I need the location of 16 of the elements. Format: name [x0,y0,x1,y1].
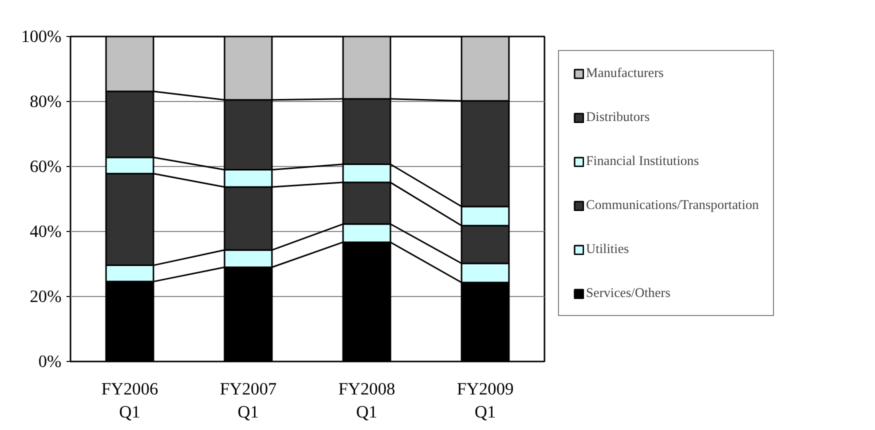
x-tick-label: FY2008 Q1 [338,380,396,422]
y-tick-label: 60% [30,157,62,176]
legend-label: Utilities [586,241,629,257]
x-tick-label: FY2009 Q1 [456,380,514,422]
y-tick-label: 40% [30,222,62,241]
x-tick-label: FY2007 Q1 [220,380,277,422]
legend-label: Communications/Transportation [586,197,759,213]
legend-label: Distributors [586,109,650,125]
legend-label: Financial Institutions [586,153,699,169]
y-tick-label: 100% [21,27,62,46]
y-tick-label: 0% [38,352,62,371]
y-tick-label: 80% [30,92,62,111]
x-tick-label: FY2006 Q1 [101,380,158,422]
y-tick-label: 20% [30,287,62,306]
legend-label: Services/Others [586,285,670,301]
legend-label: Manufacturers [586,65,664,81]
